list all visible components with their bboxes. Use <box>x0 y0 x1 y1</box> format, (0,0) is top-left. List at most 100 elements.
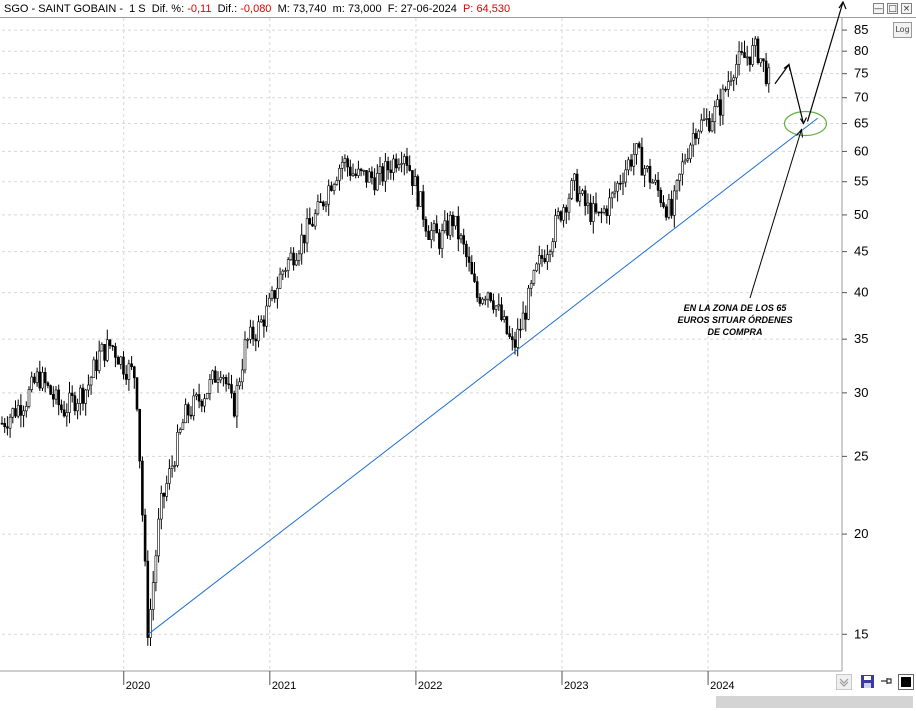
candle-body <box>527 287 530 320</box>
candle-body <box>672 190 676 216</box>
candle-body <box>767 67 771 85</box>
candle-body <box>459 235 463 240</box>
candle-body <box>119 356 123 365</box>
candle-body <box>313 213 317 227</box>
candle-body <box>187 404 190 416</box>
candle-body <box>559 211 563 221</box>
candle-body <box>108 339 112 346</box>
candle-body <box>254 338 258 342</box>
maximize-icon[interactable]: □ <box>887 3 898 14</box>
candle-body <box>643 168 646 176</box>
candle-body <box>724 88 727 91</box>
candle-body <box>583 190 587 206</box>
candle-body <box>184 404 187 424</box>
candle-body <box>100 344 104 352</box>
candle-body <box>316 201 320 215</box>
candle-body <box>621 181 625 184</box>
annotation-line-1: EN LA ZONA DE LOS 65 <box>683 303 787 313</box>
candle-body <box>627 159 630 171</box>
candle-body <box>133 366 136 379</box>
candle-body <box>203 398 206 407</box>
candle-body <box>508 333 511 337</box>
candle-body <box>478 297 482 304</box>
annotation-line-2: EUROS SITUAR ÓRDENES <box>677 315 793 325</box>
annotation-line-3: DE COMPRA <box>707 327 763 337</box>
max-value: 73,740 <box>292 3 327 15</box>
candle-body <box>359 168 363 172</box>
grid <box>0 18 843 672</box>
pin-icon[interactable] <box>879 674 895 690</box>
candle-body <box>502 316 506 320</box>
candle-body <box>79 387 82 404</box>
candle-body <box>60 404 63 411</box>
candle-body <box>562 207 565 221</box>
candle-body <box>335 180 339 185</box>
candle-body <box>529 283 533 289</box>
candle-body <box>654 179 657 183</box>
candle-body <box>30 376 34 390</box>
scroll-down-icon[interactable] <box>836 674 852 690</box>
candle-body <box>176 431 179 466</box>
candle-body <box>443 220 447 231</box>
candle-body <box>505 316 509 334</box>
candle-body <box>713 106 717 122</box>
x-tick-label: 2023 <box>564 680 588 692</box>
save-icon[interactable] <box>860 674 876 690</box>
candle-body <box>114 346 117 358</box>
candle-body <box>516 328 520 348</box>
candle-body <box>759 58 763 64</box>
candle-body <box>57 389 61 406</box>
candle-body <box>429 230 433 240</box>
candle-body <box>340 162 344 169</box>
candle-body <box>154 555 158 583</box>
candle-body <box>602 208 606 213</box>
candle-body <box>327 185 331 205</box>
candle-body <box>753 38 757 46</box>
x-axis: 2020 2021 2022 2023 2024 <box>123 671 735 692</box>
projection-arrowhead-2 <box>799 117 808 125</box>
candle-body <box>554 215 557 243</box>
candle-body <box>456 215 460 240</box>
candle-body <box>151 582 155 610</box>
candle-body <box>659 190 663 203</box>
candle-body <box>157 518 160 557</box>
log-scale-button[interactable]: Log <box>893 22 912 38</box>
candle-body <box>702 118 706 121</box>
candle-body <box>262 319 266 327</box>
candle-body <box>629 159 633 167</box>
candle-body <box>127 363 131 380</box>
annotations <box>147 0 847 635</box>
y-tick-label: 70 <box>854 90 868 105</box>
y-tick-label: 75 <box>854 66 868 81</box>
candle-body <box>521 312 525 330</box>
candle-body <box>762 58 765 62</box>
ticker-label: SGO - SAINT GOBAIN <box>4 3 117 15</box>
candle-body <box>97 350 101 372</box>
candle-body <box>475 281 479 298</box>
candle-body <box>743 52 746 58</box>
minimize-icon[interactable]: — <box>873 3 884 14</box>
close-icon[interactable]: × <box>901 3 912 14</box>
candle-body <box>181 422 185 430</box>
candle-body <box>208 379 212 394</box>
color-swatch-icon[interactable] <box>898 674 914 690</box>
candle-body <box>173 465 177 467</box>
horizontal-scrollbar[interactable] <box>716 696 913 708</box>
candle-body <box>389 169 393 173</box>
candle-body <box>732 77 736 81</box>
candle-body <box>195 394 198 397</box>
candle-body <box>513 339 517 348</box>
candle-body <box>721 88 725 116</box>
candle-body <box>432 223 436 231</box>
candle-body <box>616 182 619 192</box>
candle-body <box>330 185 333 191</box>
candle-body <box>416 176 420 207</box>
candle-body <box>483 298 487 301</box>
price-label: P: <box>462 3 474 15</box>
candle-body <box>370 171 374 178</box>
candle-body <box>699 119 703 132</box>
candle-body <box>378 166 382 174</box>
candle-body <box>438 232 441 249</box>
candle-body <box>168 468 171 484</box>
